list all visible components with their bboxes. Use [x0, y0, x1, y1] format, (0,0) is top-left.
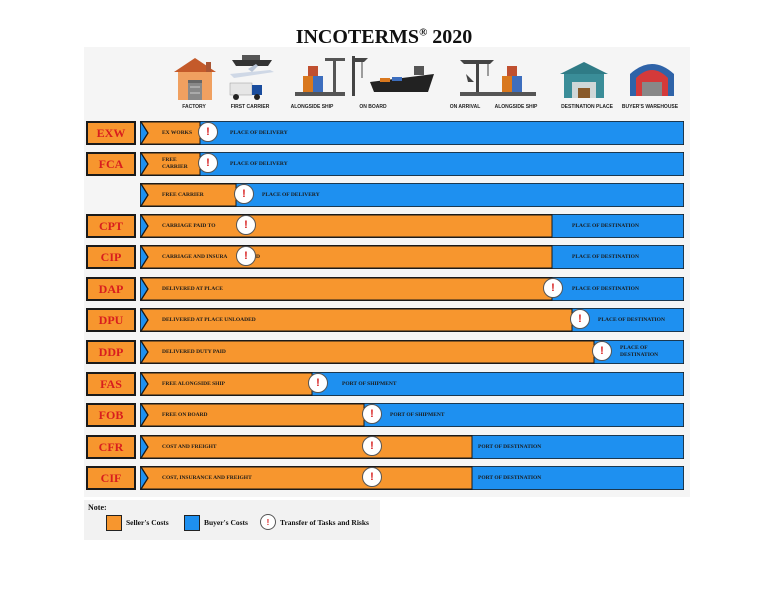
- buyer-label: PLACE OF DELIVERY: [230, 129, 288, 136]
- buyer-label: PLACE OF DESTINATION: [620, 345, 659, 358]
- buyer-legend-label: Buyer's Costs: [204, 518, 248, 527]
- risk-transfer-icon: !: [236, 246, 256, 266]
- seller-label: CARRIAGE AND INSURA: [162, 253, 228, 260]
- seller-label: FREE ON BOARD: [162, 411, 208, 418]
- cost-bar: [140, 277, 684, 301]
- seller-label: COST, INSURANCE AND FREIGHT: [162, 474, 252, 481]
- seller-label: FREE CARRIER: [162, 157, 188, 170]
- cost-bar: [140, 183, 684, 207]
- first-carrier-icon: [229, 55, 274, 100]
- risk-transfer-icon: !: [592, 341, 612, 361]
- buyer-label: PLACE OF DELIVERY: [230, 160, 288, 167]
- risk-transfer-icon: !: [362, 436, 382, 456]
- legend-panel: [84, 500, 380, 540]
- cost-bar: [140, 403, 684, 427]
- risk-transfer-icon: !: [570, 309, 590, 329]
- term-code: CPT: [86, 214, 136, 238]
- buyer-label: PORT OF DESTINATION: [478, 474, 542, 481]
- destination-place-icon: [560, 62, 608, 98]
- term-row: CIP CARRIAGE AND INSURA D PLACE OF DESTINAT…: [86, 245, 686, 269]
- stage-icons: [84, 52, 690, 116]
- legend-title: Note:: [88, 503, 107, 512]
- risk-transfer-icon: !: [362, 467, 382, 487]
- seller-label: DELIVERED AT PLACE UNLOADED: [162, 316, 256, 323]
- cost-bar: [140, 308, 684, 332]
- buyer-label: PORT OF DESTINATION: [478, 443, 542, 450]
- term-code: EXW: [86, 121, 136, 145]
- buyer-label: PLACE OF DESTINATION: [572, 285, 639, 292]
- seller-label: DELIVERED DUTY PAID: [162, 348, 226, 355]
- risk-transfer-icon: !: [236, 215, 256, 235]
- buyer-label: PLACE OF DESTINATION: [598, 316, 665, 323]
- on-arrival-icon: [460, 60, 508, 96]
- buyer-cost-segment: [140, 152, 684, 176]
- seller-legend-label: Seller's Costs: [126, 518, 169, 527]
- risk-transfer-icon: !: [362, 404, 382, 424]
- buyers-warehouse-icon: [630, 64, 674, 96]
- risk-legend-icon: !: [260, 514, 276, 530]
- term-row: CPT CARRIAGE PAID TO PLACE OF DESTINATION!: [86, 214, 686, 238]
- buyer-label: PORT OF SHIPMENT: [342, 380, 397, 387]
- buyer-cost-segment: [140, 121, 684, 145]
- cost-bar: [140, 466, 684, 490]
- risk-transfer-icon: !: [198, 122, 218, 142]
- term-row: DAP DELIVERED AT PLACE PLACE OF DESTINATIO…: [86, 277, 686, 301]
- term-code: CFR: [86, 435, 136, 459]
- term-row: DPU DELIVERED AT PLACE UNLOADED PLACE OF D…: [86, 308, 686, 332]
- term-row: FOB FREE ON BOARD PORT OF SHIPMENT!: [86, 403, 686, 427]
- alongside-ship-icon: [295, 58, 345, 96]
- term-code: CIF: [86, 466, 136, 490]
- buyer-label: PLACE OF DELIVERY: [262, 191, 320, 198]
- stage-label: ALONGSIDE SHIP: [494, 104, 538, 110]
- seller-label: DELIVERED AT PLACE: [162, 285, 223, 292]
- term-code: DPU: [86, 308, 136, 332]
- seller-label: CARRIAGE PAID TO: [162, 222, 216, 229]
- term-row: CIF COST, INSURANCE AND FREIGHT PORT OF DE…: [86, 466, 686, 490]
- risk-transfer-icon: !: [308, 373, 328, 393]
- term-row: FCA FREE CARRIER PLACE OF DELIVERY!: [86, 152, 686, 176]
- term-row: DDP DELIVERED DUTY PAID PLACE OF DESTINATI…: [86, 340, 686, 364]
- risk-transfer-icon: !: [543, 278, 563, 298]
- stage-label: ON ARRIVAL: [449, 104, 481, 110]
- risk-transfer-icon: !: [234, 184, 254, 204]
- buyer-label: PLACE OF DESTINATION: [572, 253, 639, 260]
- alongside-ship-dest-icon: [496, 66, 536, 96]
- factory-icon: [174, 58, 216, 100]
- stage-label: FACTORY: [182, 104, 206, 110]
- term-code: DDP: [86, 340, 136, 364]
- term-code: FOB: [86, 403, 136, 427]
- seller-swatch: [106, 515, 122, 531]
- seller-label-tail: D: [256, 253, 260, 260]
- term-row: CFR COST AND FREIGHT PORT OF DESTINATION!: [86, 435, 686, 459]
- cost-bar: [140, 121, 684, 145]
- risk-transfer-icon: !: [198, 153, 218, 173]
- page-title: INCOTERMS® 2020: [295, 26, 473, 48]
- on-board-icon: [352, 56, 434, 96]
- buyer-label: PORT OF SHIPMENT: [390, 411, 445, 418]
- stage-label: ON BOARD: [359, 104, 387, 110]
- stage-label: DESTINATION PLACE: [561, 104, 613, 110]
- buyer-label: PLACE OF DESTINATION: [572, 222, 639, 229]
- cost-bar: [140, 372, 684, 396]
- seller-label: FREE ALONGSIDE SHIP: [162, 380, 225, 387]
- stage-label: BUYER'S WAREHOUSE: [621, 104, 679, 110]
- term-code: FCA: [86, 152, 136, 176]
- term-code: DAP: [86, 277, 136, 301]
- term-row: FAS FREE ALONGSIDE SHIP PORT OF SHIPMENT!: [86, 372, 686, 396]
- term-row: FREE CARRIER PLACE OF DELIVERY!: [86, 183, 686, 207]
- cost-bar: [140, 435, 684, 459]
- stage-label: FIRST CARRIER: [230, 104, 270, 110]
- term-row: EXW EX WORKS PLACE OF DELIVERY!: [86, 121, 686, 145]
- seller-label: EX WORKS: [162, 129, 193, 136]
- seller-label: COST AND FREIGHT: [162, 443, 217, 450]
- buyer-swatch: [184, 515, 200, 531]
- cost-bar: [140, 152, 684, 176]
- term-code: FAS: [86, 372, 136, 396]
- stage-label: ALONGSIDE SHIP: [290, 104, 334, 110]
- risk-legend-label: Transfer of Tasks and Risks: [280, 518, 369, 527]
- term-code: CIP: [86, 245, 136, 269]
- seller-label: FREE CARRIER: [162, 191, 204, 198]
